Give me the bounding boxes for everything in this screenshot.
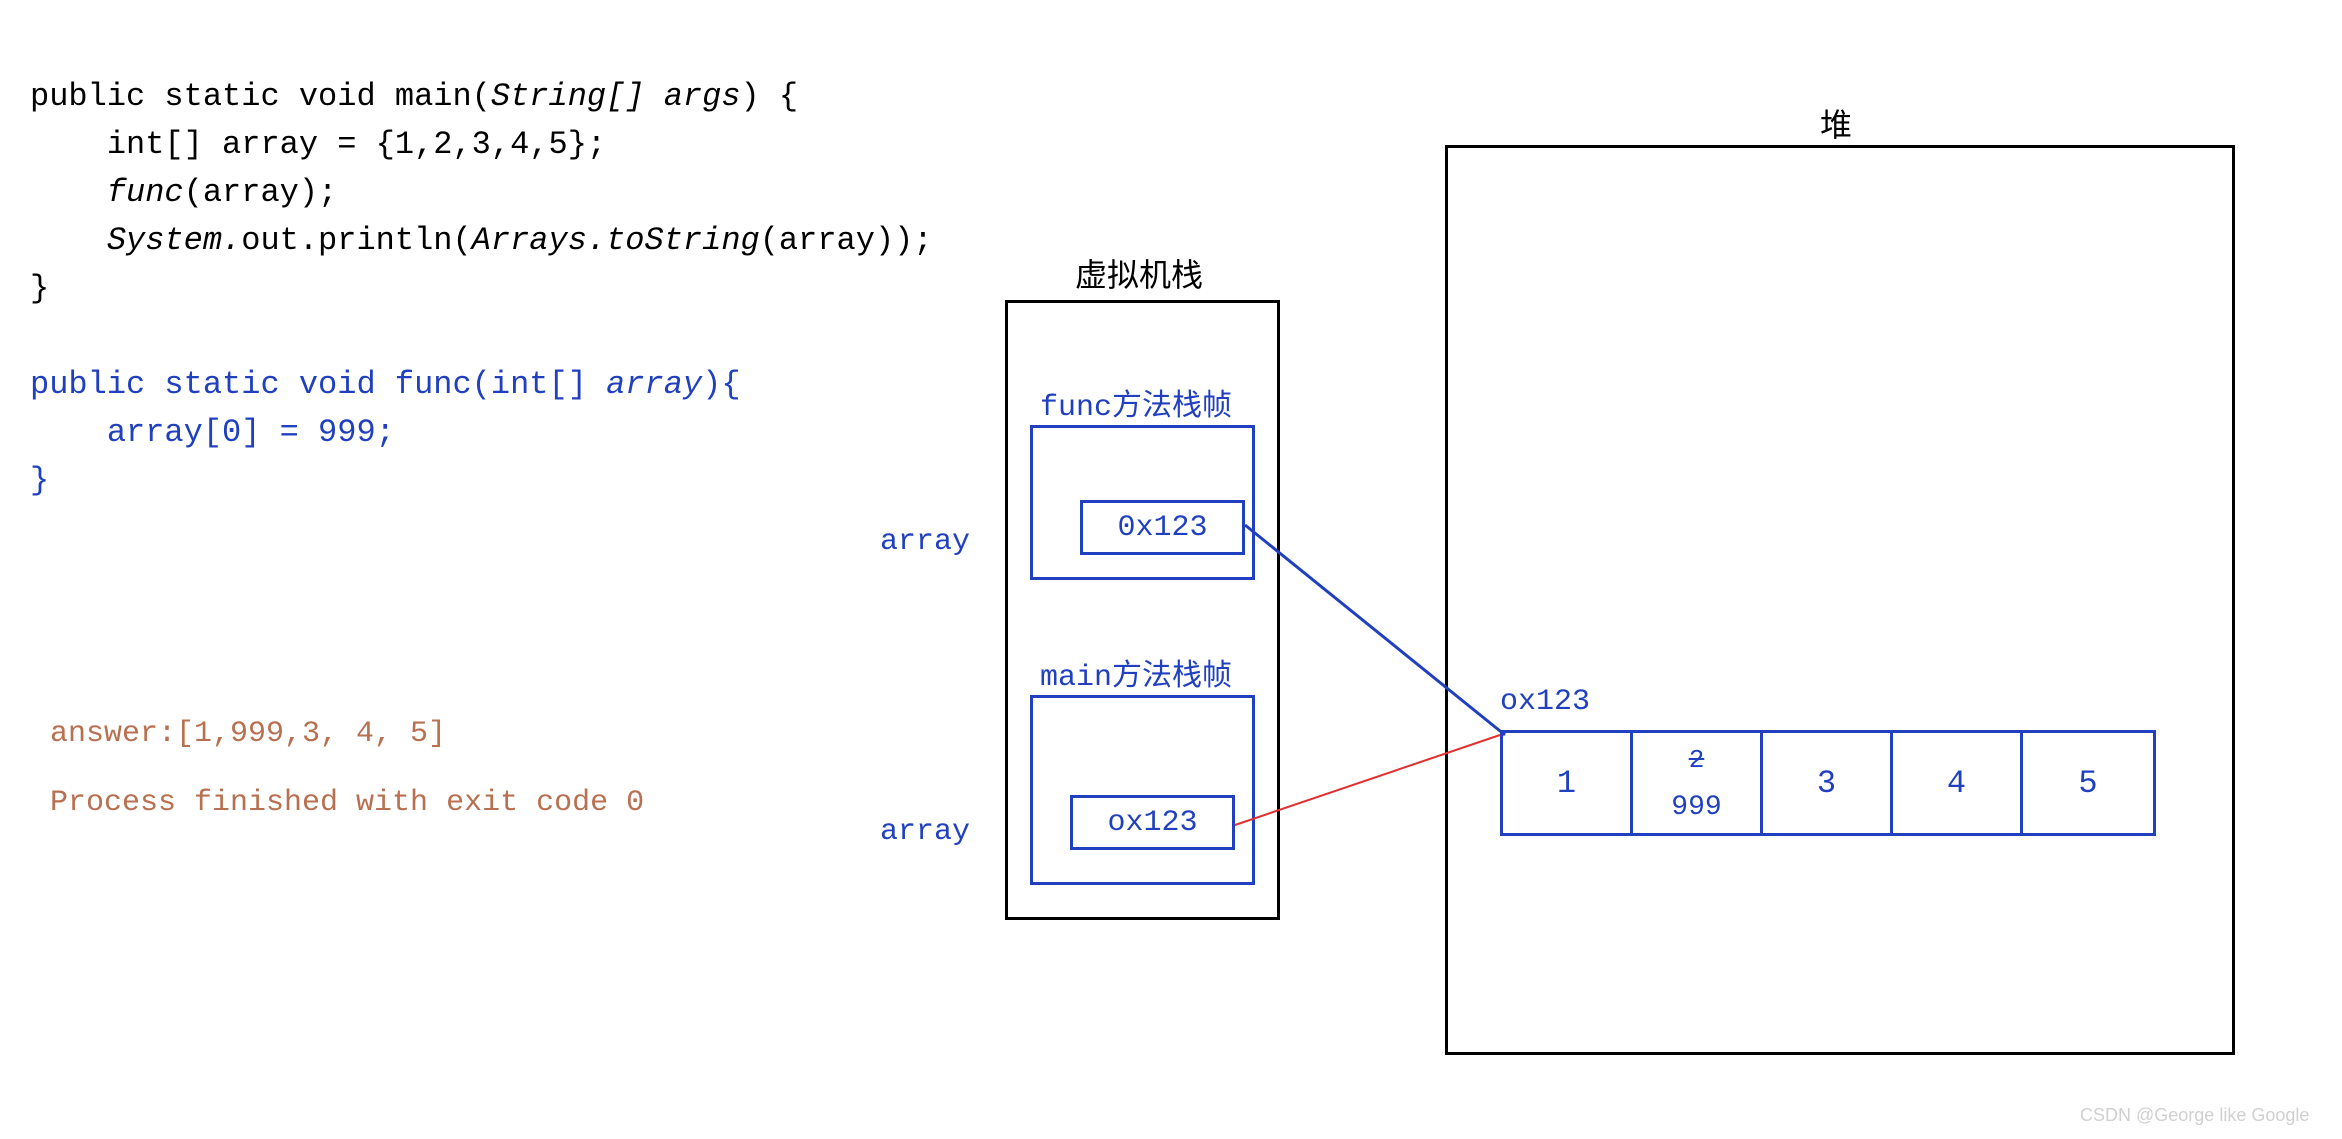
code-sys: System. — [107, 222, 241, 259]
func-frame-title: func方法栈帧 — [1040, 380, 1232, 425]
code-indent — [30, 174, 107, 211]
code-text: ) { — [741, 78, 799, 115]
output-exit: Process finished with exit code 0 — [50, 769, 644, 838]
func-line-3: } — [30, 462, 49, 499]
func-var-label: array — [880, 525, 970, 559]
code-line-2: int[] array = {1,2,3,4,5}; — [30, 126, 606, 163]
array-val: 3 — [1817, 765, 1836, 802]
code-line-5: } — [30, 270, 49, 307]
array-cell-2: 3 — [1763, 733, 1893, 833]
array-val: 5 — [2078, 765, 2097, 802]
func-addr-text: 0x123 — [1117, 511, 1207, 545]
code-text: (array)); — [760, 222, 933, 259]
heap-box — [1445, 145, 2235, 1055]
main-addr-box: ox123 — [1070, 795, 1235, 850]
func-addr-box: 0x123 — [1080, 500, 1245, 555]
func-line-2: array[0] = 999; — [30, 414, 395, 451]
watermark: CSDN @George like Google — [2080, 1105, 2309, 1126]
code-indent — [30, 222, 107, 259]
code-block: public static void main(String[] args) {… — [30, 25, 933, 505]
code-text: public static void func(int[] — [30, 366, 606, 403]
main-frame-title: main方法栈帧 — [1040, 650, 1232, 695]
func-line-1: public static void func(int[] array){ — [30, 366, 741, 403]
main-var-label: array — [880, 815, 970, 849]
output-answer: answer:[1,999,3, 4, 5] — [50, 700, 644, 769]
array-cell-0: 1 — [1503, 733, 1633, 833]
array-val: 4 — [1947, 765, 1966, 802]
heap-addr-label: ox123 — [1500, 685, 1590, 719]
code-text: public static void main( — [30, 78, 491, 115]
array-val-old: 2 — [1689, 745, 1705, 775]
main-addr-text: ox123 — [1107, 806, 1197, 840]
code-param: array — [606, 366, 702, 403]
array-val-new: 999 — [1671, 792, 1721, 823]
stack-title: 虚拟机栈 — [1075, 250, 1203, 296]
code-line-4: System.out.println(Arrays.toString(array… — [30, 222, 933, 259]
code-line-1: public static void main(String[] args) { — [30, 78, 798, 115]
output-block: answer:[1,999,3, 4, 5] Process finished … — [50, 700, 644, 838]
heap-title: 堆 — [1820, 100, 1852, 146]
array-cell-1: 2 999 — [1633, 733, 1763, 833]
code-text: (array); — [184, 174, 338, 211]
array-cell-3: 4 — [1893, 733, 2023, 833]
code-text: out.println( — [241, 222, 471, 259]
code-line-3: func(array); — [30, 174, 337, 211]
heap-array: 1 2 999 3 4 5 — [1500, 730, 2156, 836]
code-func: func — [107, 174, 184, 211]
array-cell-4: 5 — [2023, 733, 2153, 833]
main-frame-box — [1030, 695, 1255, 885]
array-val: 1 — [1557, 765, 1576, 802]
code-text: ){ — [702, 366, 740, 403]
code-param: String[] args — [491, 78, 741, 115]
code-arr: Arrays.toString — [472, 222, 760, 259]
